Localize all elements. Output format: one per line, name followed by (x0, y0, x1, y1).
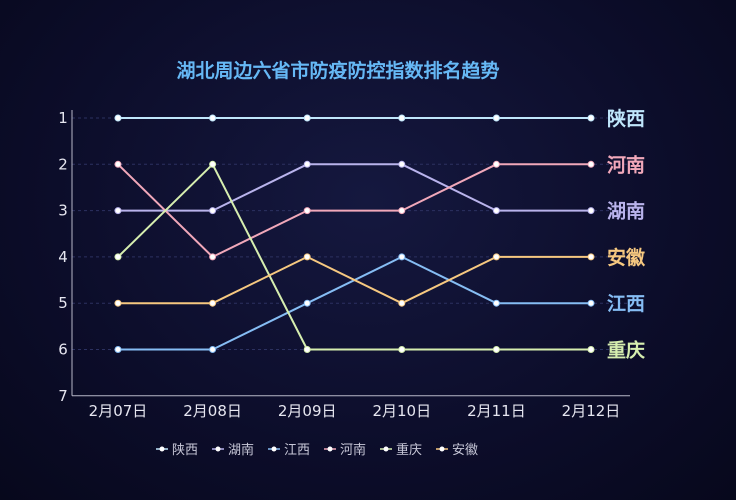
x-tick-label: 2月12日 (562, 402, 621, 420)
x-tick-label: 2月10日 (372, 402, 431, 420)
data-point (114, 160, 122, 168)
x-tick-label: 2月09日 (278, 402, 337, 420)
legend-swatch-dot (159, 446, 165, 452)
x-tick-label: 2月08日 (183, 402, 242, 420)
chart-title: 湖北周边六省市防疫防控指数排名趋势 (176, 59, 499, 82)
series-line-安徽 (118, 255, 591, 305)
data-point (114, 253, 122, 261)
y-tick-label: 1 (58, 109, 68, 127)
data-point (209, 114, 217, 122)
x-tick-label: 2月11日 (467, 402, 526, 420)
data-point (492, 114, 500, 122)
y-tick-label: 7 (58, 387, 68, 405)
data-point (492, 346, 500, 353)
data-point (398, 160, 406, 168)
legend-swatch-dot (383, 446, 389, 452)
data-point (209, 346, 217, 353)
series-end-label: 安徽 (607, 246, 646, 269)
data-point (303, 207, 311, 215)
data-point (303, 253, 311, 261)
data-point (492, 299, 500, 307)
legend-item: 江西 (284, 443, 310, 458)
series-line-河南 (117, 163, 591, 258)
data-point (587, 346, 595, 353)
axes: 1 2 3 4 5 6 7 2月07日 2月08日 2月09日 2月10日 2月11日 2月12日 (58, 109, 630, 420)
x-tick-label: 2月07日 (89, 402, 148, 420)
data-point (587, 253, 595, 261)
series-line-湖南 (118, 163, 591, 212)
data-point (587, 114, 595, 122)
data-point (114, 346, 122, 353)
series-end-label: 河南 (607, 154, 645, 176)
y-tick-label: 6 (58, 341, 68, 359)
data-point (587, 299, 595, 307)
data-point (587, 207, 595, 215)
legend-swatch-dot (271, 446, 277, 452)
legend-item: 陕西 (172, 443, 198, 458)
grid-lines (72, 117, 630, 350)
data-point (114, 299, 122, 307)
series-lines (117, 117, 591, 351)
data-point (114, 207, 122, 215)
series-points (114, 114, 595, 353)
data-point (303, 346, 311, 353)
data-point (398, 346, 406, 353)
legend-swatch-dot (327, 446, 333, 452)
legend: 陕西 湖南 江西 河南 重庆 安徽 (156, 442, 478, 458)
data-point (209, 207, 217, 215)
y-tick-label: 2 (58, 155, 68, 173)
legend-item: 湖南 (228, 442, 254, 458)
data-point (209, 160, 217, 168)
legend-item: 河南 (340, 442, 366, 458)
y-tick-label: 5 (58, 294, 68, 312)
series-end-label: 重庆 (607, 339, 645, 362)
series-end-label: 江西 (607, 293, 645, 315)
data-point (303, 114, 311, 122)
series-end-label: 湖南 (607, 201, 645, 223)
legend-swatch-dot (215, 446, 221, 452)
series-line-重庆 (117, 163, 591, 351)
legend-item: 重庆 (396, 442, 422, 458)
data-point (492, 253, 500, 261)
y-tick-label: 4 (58, 248, 68, 266)
y-tick-label: 3 (58, 202, 68, 220)
data-point (587, 160, 595, 168)
data-point (209, 253, 217, 261)
data-point (209, 299, 217, 307)
data-point (303, 160, 311, 168)
data-point (492, 160, 500, 168)
data-point (398, 299, 406, 307)
legend-item: 安徽 (452, 443, 478, 458)
data-point (398, 207, 406, 215)
data-point (398, 114, 406, 122)
legend-swatch-dot (439, 446, 445, 452)
data-point (114, 114, 122, 122)
data-point (303, 299, 311, 307)
series-end-label: 陕西 (607, 107, 645, 130)
data-point (398, 253, 406, 261)
data-point (492, 207, 500, 215)
